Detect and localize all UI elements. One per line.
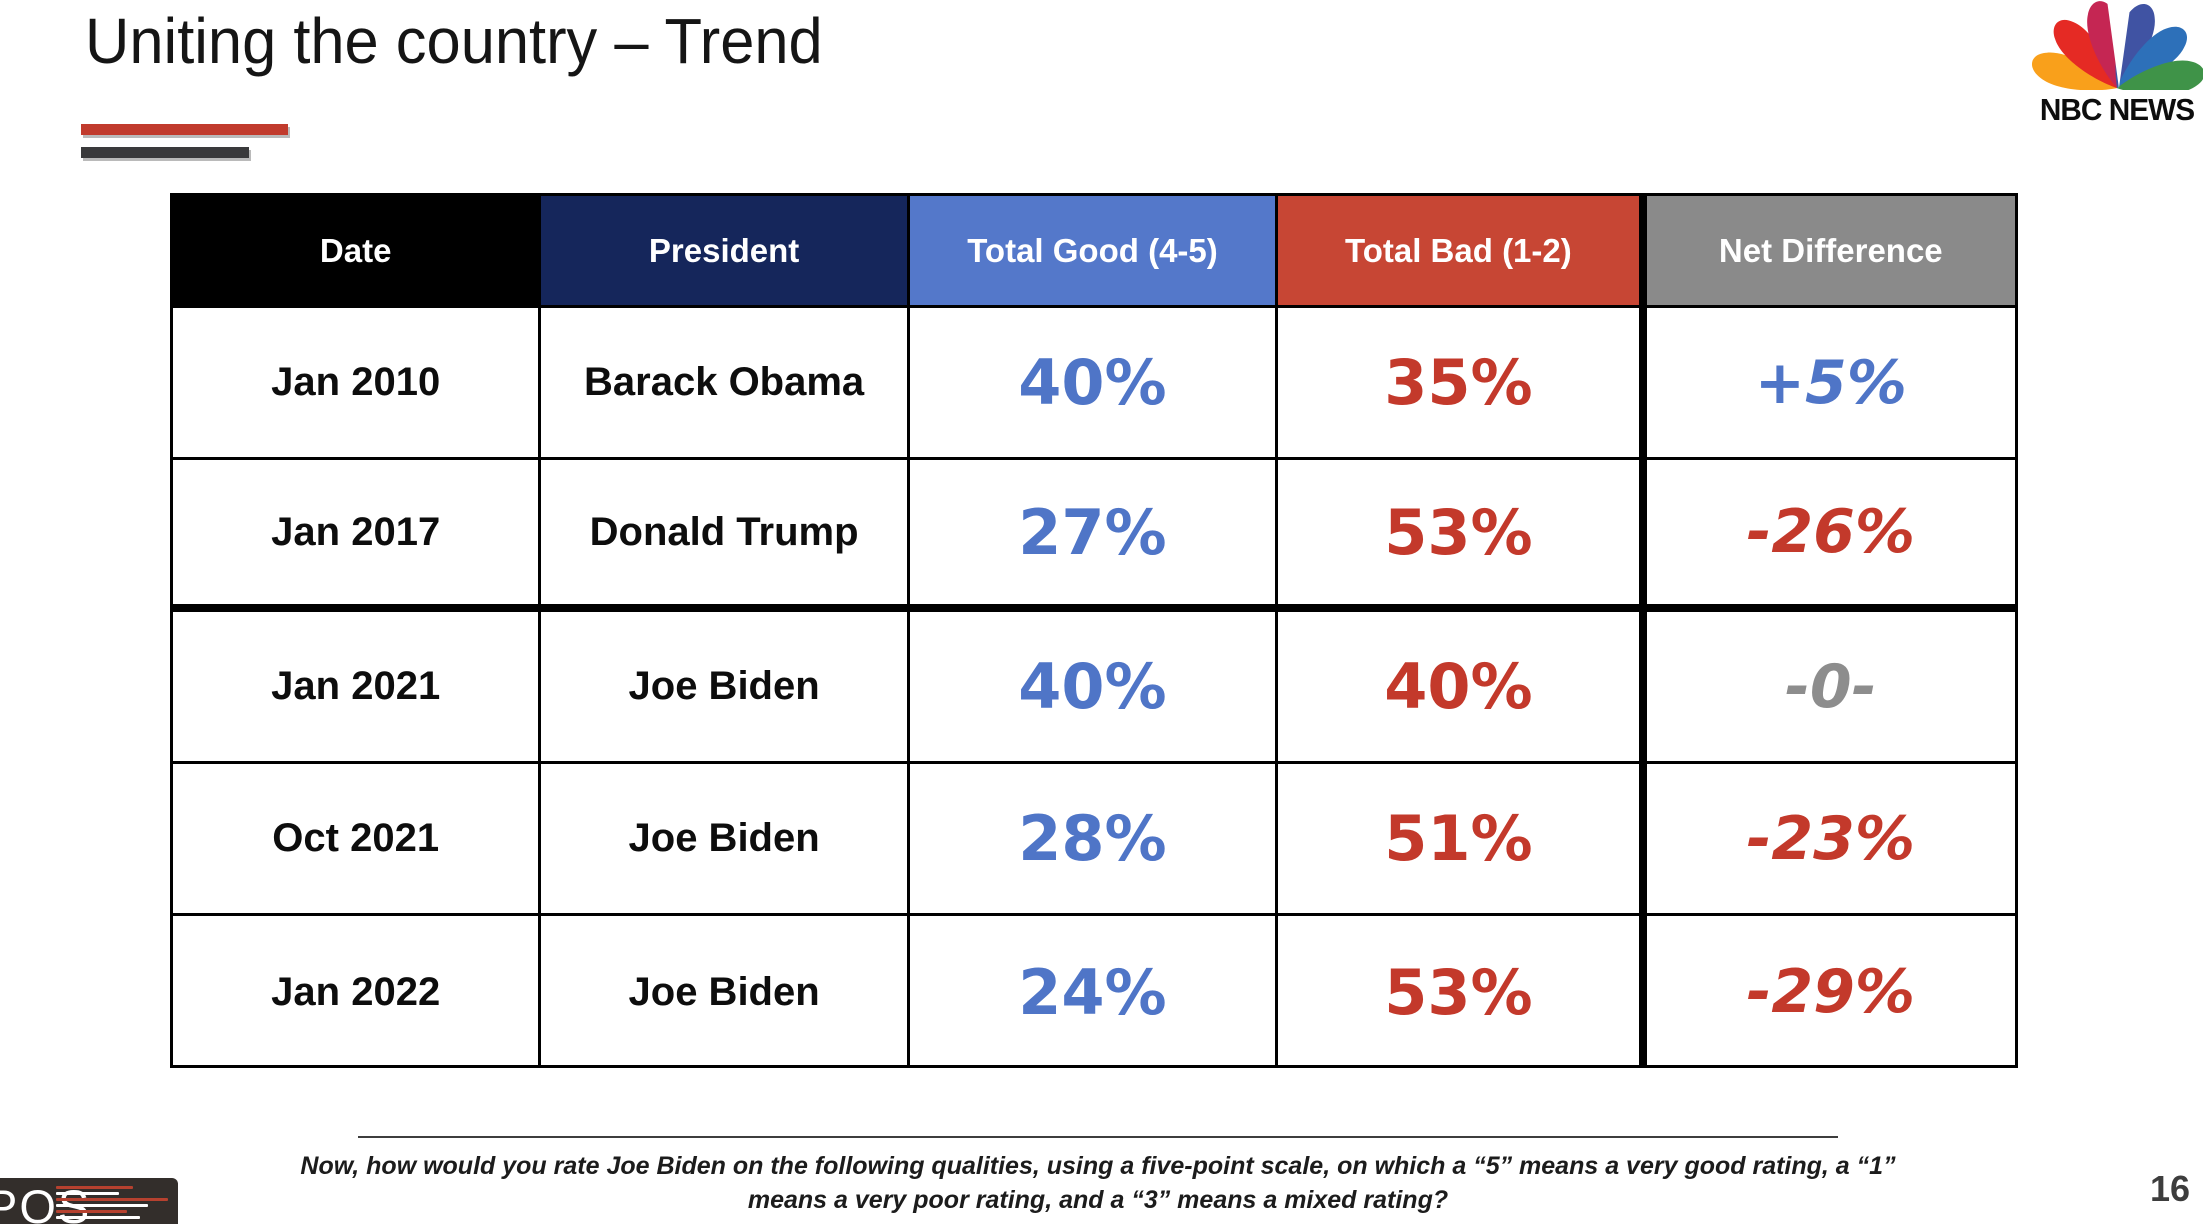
net-difference-value: -23% — [1646, 764, 2015, 916]
date-cell: Jan 2022 — [173, 916, 542, 1068]
date-cell: Jan 2021 — [173, 612, 542, 764]
total-good-value: 27% — [909, 460, 1279, 612]
total-good-value: 24% — [910, 916, 1279, 1068]
nbc-peacock-icon — [2032, 0, 2203, 90]
survey-question-text: Now, how would you rate Joe Biden on the… — [300, 1152, 1896, 1214]
president-cell: Joe Biden — [541, 612, 910, 764]
title-underline-red — [81, 124, 288, 135]
total-good-value: 28% — [909, 764, 1279, 916]
date-cell: Oct 2021 — [173, 764, 542, 916]
total-good-value: 40% — [909, 308, 1279, 460]
president-cell: Joe Biden — [541, 764, 910, 916]
total-bad-value: 51% — [1278, 764, 1647, 916]
col-header-net-difference: Net Difference — [1646, 196, 2015, 308]
president-cell: Joe Biden — [541, 916, 910, 1068]
president-cell: Donald Trump — [541, 460, 910, 612]
col-header-date: Date — [173, 196, 542, 308]
footer-divider — [358, 1136, 1838, 1138]
poll-trend-table: Date President Total Good (4-5) Total Ba… — [170, 193, 2018, 1068]
ipsos-lines-icon — [56, 1186, 168, 1222]
president-cell: Barack Obama — [541, 308, 910, 460]
total-bad-value: 53% — [1278, 916, 1647, 1068]
date-cell: Jan 2017 — [173, 460, 542, 612]
total-bad-value: 53% — [1278, 460, 1647, 612]
total-bad-value: 35% — [1278, 308, 1647, 460]
title-underline-dark — [81, 147, 249, 158]
page-number: 16 — [2149, 1168, 2190, 1209]
nbc-news-logo: NBC NEWS — [2028, 0, 2206, 132]
net-difference-value: -29% — [1746, 957, 1916, 1027]
col-header-president: President — [541, 196, 910, 308]
ipsos-logo: POS — [0, 1178, 178, 1224]
total-good-value: 40% — [909, 612, 1279, 764]
date-cell: Jan 2010 — [173, 308, 542, 460]
col-header-total-good: Total Good (4-5) — [909, 196, 1279, 308]
net-difference-value: -0- — [1646, 612, 2015, 764]
total-bad-value: 40% — [1278, 612, 1647, 764]
nbc-news-wordmark: NBC NEWS — [2039, 92, 2195, 127]
page-title: Uniting the country – Trend — [85, 5, 823, 77]
col-header-total-bad: Total Bad (1-2) — [1278, 196, 1647, 308]
net-difference-value: -26% — [1646, 460, 2015, 612]
net-difference-value: +5% — [1646, 308, 2015, 460]
